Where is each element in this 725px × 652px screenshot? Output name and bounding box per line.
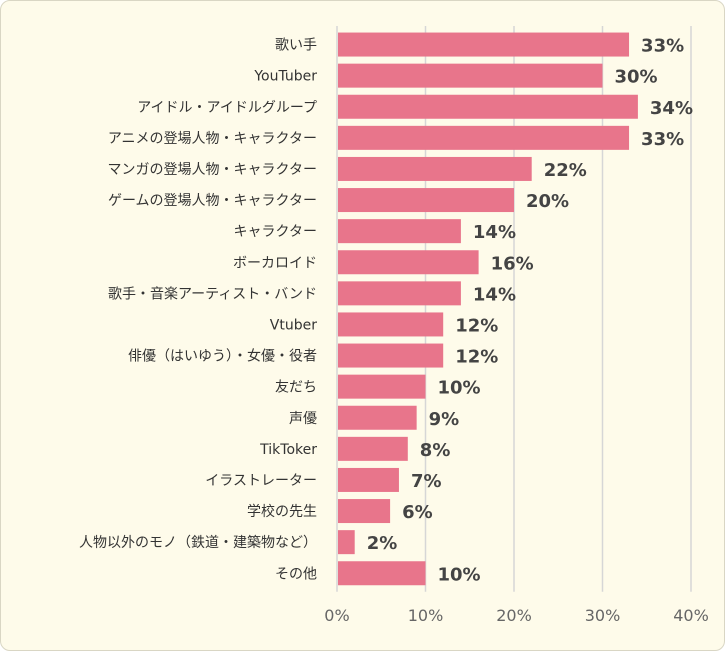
category-label: YouTuber — [253, 69, 317, 85]
category-label: ボーカロイド — [233, 255, 317, 271]
bar — [338, 561, 426, 586]
category-label: キャラクター — [234, 224, 317, 240]
bar — [338, 219, 461, 244]
category-label: その他 — [275, 566, 317, 582]
bar — [338, 499, 391, 524]
category-label: ゲームの登場人物・キャラクター — [108, 193, 317, 209]
x-tick-label: 20% — [496, 606, 532, 625]
bar — [338, 63, 603, 88]
category-label: 声優 — [289, 411, 317, 427]
x-tick-label: 10% — [408, 606, 444, 625]
value-label: 12% — [455, 315, 498, 336]
value-label: 16% — [491, 253, 534, 274]
bar — [338, 312, 444, 337]
value-label: 7% — [411, 471, 442, 492]
value-label: 9% — [429, 409, 460, 430]
bar — [338, 94, 638, 119]
bar — [338, 281, 461, 306]
x-tick-label: 0% — [324, 606, 349, 625]
value-label: 8% — [420, 440, 451, 461]
bar — [338, 467, 399, 492]
value-label: 33% — [641, 129, 684, 150]
category-label: アイドル・アイドルグループ — [137, 100, 317, 116]
x-tick-label: 40% — [673, 606, 709, 625]
x-tick-label: 30% — [585, 606, 621, 625]
value-label: 6% — [402, 502, 433, 523]
category-label: 歌い手 — [275, 38, 317, 54]
value-label: 12% — [455, 347, 498, 368]
value-label: 10% — [438, 378, 481, 399]
value-label: 2% — [367, 533, 398, 554]
value-label: 14% — [473, 222, 516, 243]
value-label: 14% — [473, 284, 516, 305]
category-label: 歌手・音楽アーティスト・バンド — [108, 285, 317, 302]
bar — [338, 250, 479, 275]
value-label: 10% — [438, 564, 481, 585]
value-label: 33% — [641, 36, 684, 57]
category-label: アニメの登場人物・キャラクター — [108, 131, 317, 147]
value-label: 34% — [650, 98, 693, 119]
bar — [338, 188, 514, 213]
value-label: 30% — [615, 67, 658, 88]
category-label: Vtuber — [270, 317, 317, 333]
bar — [338, 374, 426, 399]
category-label: 学校の先生 — [247, 503, 317, 520]
value-label: 22% — [544, 160, 587, 181]
value-label: 20% — [526, 191, 569, 212]
bar — [338, 32, 630, 57]
category-label: イラストレーター — [205, 473, 317, 489]
bar — [338, 530, 355, 555]
category-label: 俳優（はいゆう）・女優・役者 — [128, 348, 317, 365]
bar — [338, 343, 444, 368]
bar — [338, 436, 408, 461]
category-label: 友だち — [275, 380, 317, 396]
bar — [338, 125, 630, 150]
category-label: TikToker — [259, 442, 317, 458]
category-label: 人物以外のモノ（鉄道・建築物など） — [79, 535, 317, 551]
bar — [338, 405, 417, 430]
category-label: マンガの登場人物・キャラクター — [108, 162, 317, 178]
bar — [338, 156, 532, 181]
